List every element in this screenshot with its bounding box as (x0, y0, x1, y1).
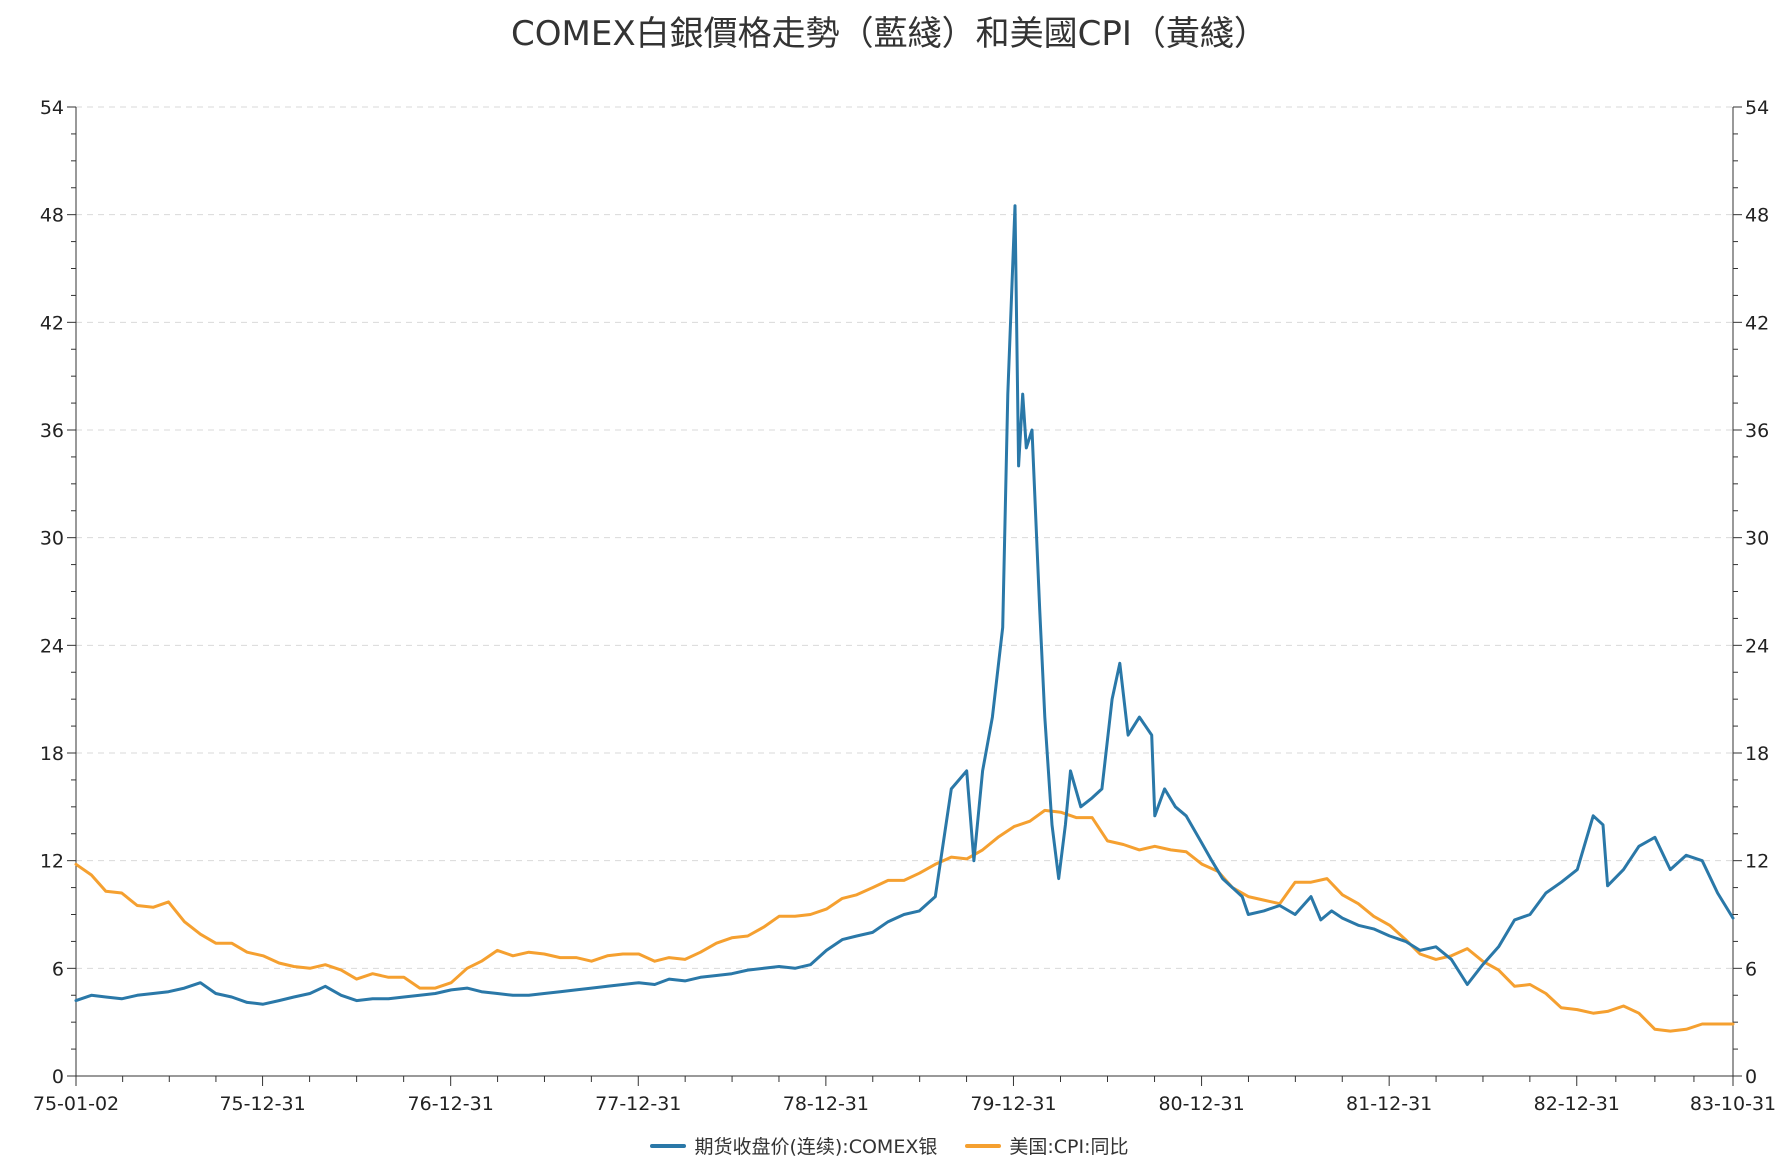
y-left-tick-label: 24 (40, 635, 64, 657)
legend-swatch-silver (650, 1143, 687, 1148)
x-tick-label: 78-12-31 (783, 1093, 869, 1115)
y-right-tick-label: 54 (1745, 97, 1769, 119)
y-right-tick-label: 42 (1745, 312, 1769, 334)
x-tick-label: 80-12-31 (1158, 1093, 1244, 1115)
legend-item-cpi[interactable]: 美国:CPI:同比 (965, 1132, 1129, 1159)
x-tick-label: 75-01-02 (33, 1093, 119, 1115)
y-left-tick-label: 36 (40, 420, 64, 442)
y-left-tick-label: 42 (40, 312, 64, 334)
y-right-tick-label: 36 (1745, 420, 1769, 442)
legend-label-cpi: 美国:CPI:同比 (1009, 1136, 1129, 1158)
y-right-tick-label: 30 (1745, 528, 1769, 550)
x-tick-label: 76-12-31 (408, 1093, 494, 1115)
legend-swatch-cpi (965, 1143, 1002, 1148)
y-right-tick-label: 24 (1745, 635, 1769, 657)
series-line-silver (74, 204, 1735, 1006)
x-tick-label: 83-10-31 (1690, 1093, 1776, 1115)
y-left-tick-label: 30 (40, 528, 64, 550)
legend-label-silver: 期货收盘价(连续):COMEX银 (694, 1136, 938, 1158)
legend: 期货收盘价(连续):COMEX银 美国:CPI:同比 (0, 1132, 1779, 1159)
x-tick-label: 82-12-31 (1534, 1093, 1620, 1115)
x-tick-label: 75-12-31 (219, 1093, 305, 1115)
y-right-tick-label: 48 (1745, 205, 1769, 227)
y-left-tick-label: 6 (52, 958, 64, 980)
x-tick-label: 81-12-31 (1346, 1093, 1432, 1115)
y-right-tick-label: 12 (1745, 851, 1769, 873)
y-left-tick-label: 48 (40, 205, 64, 227)
y-left-tick-label: 0 (52, 1066, 64, 1088)
y-left-tick-label: 54 (40, 97, 64, 119)
y-left-tick-label: 12 (40, 851, 64, 873)
chart-title: COMEX白銀價格走勢（藍綫）和美國CPI（黃綫） (511, 14, 1268, 54)
x-tick-label: 77-12-31 (595, 1093, 681, 1115)
y-left-tick-label: 18 (40, 743, 64, 765)
y-right-tick-label: 6 (1745, 958, 1757, 980)
x-tick-label: 79-12-31 (970, 1093, 1056, 1115)
series-line-cpi (74, 808, 1735, 1033)
legend-item-silver[interactable]: 期货收盘价(连续):COMEX银 (650, 1132, 937, 1159)
y-right-tick-label: 0 (1745, 1066, 1757, 1088)
y-right-tick-label: 18 (1745, 743, 1769, 765)
